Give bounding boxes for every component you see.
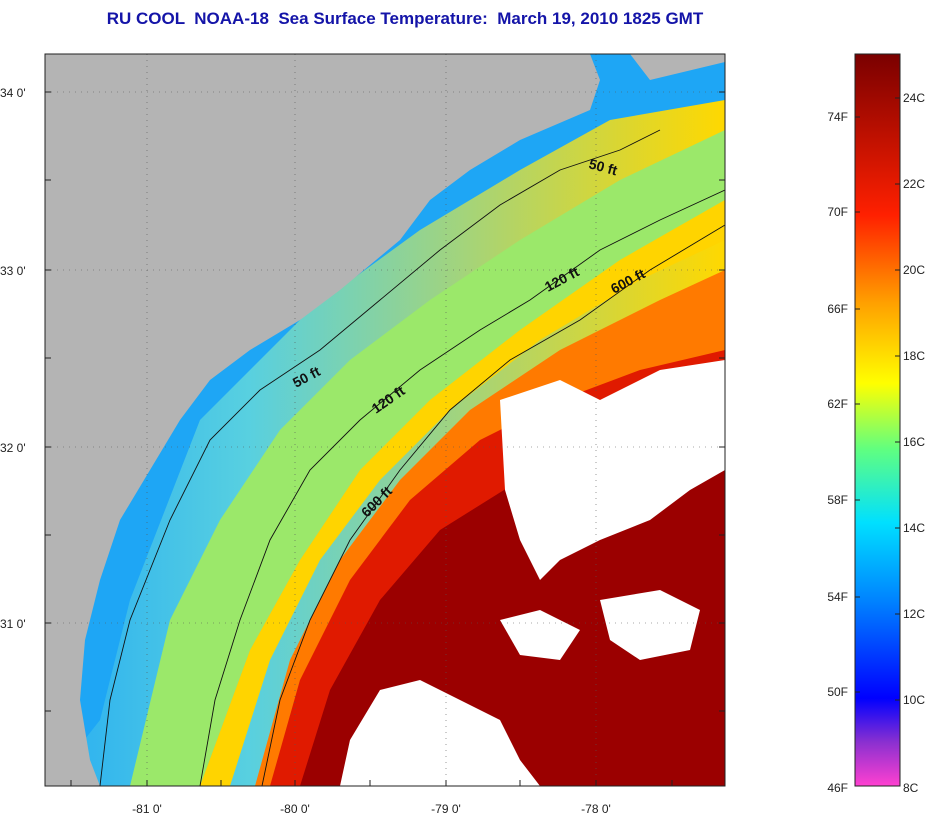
contour-label-50ft-north: 50 ft <box>587 155 619 178</box>
transition-water <box>130 130 725 786</box>
cb-c-20: 20C <box>903 263 925 277</box>
cb-c-18: 18C <box>903 349 925 363</box>
lat-label-32: 32 0' <box>0 441 26 455</box>
cb-c-14: 14C <box>903 521 925 535</box>
cb-c-12: 12C <box>903 607 925 621</box>
cb-f-74: 74F <box>827 110 848 124</box>
cloud-south <box>340 680 540 786</box>
map-image: 50 ft 120 ft 600 ft 50 ft 120 ft 600 ft <box>45 54 725 786</box>
cloud-patch <box>500 610 580 660</box>
map-frame <box>44 53 726 787</box>
lat-label-34: 34 0' <box>0 86 26 100</box>
cloud-patch-2 <box>600 590 700 660</box>
colorbar-scale <box>854 53 901 787</box>
cb-f-58: 58F <box>827 493 848 507</box>
lon-label-81: -81 0' <box>132 802 162 816</box>
cb-c-8: 8C <box>903 781 919 795</box>
isobaths <box>99 129 725 786</box>
cb-c-10: 10C <box>903 693 925 707</box>
lon-label-80: -80 0' <box>280 802 310 816</box>
cb-c-24: 24C <box>903 91 925 105</box>
lat-label-33: 33 0' <box>0 264 26 278</box>
land-north <box>630 54 725 80</box>
cb-f-70: 70F <box>827 205 848 219</box>
land <box>45 54 600 786</box>
contour-120ft <box>199 189 725 786</box>
cb-f-54: 54F <box>827 590 848 604</box>
colorbar: 74F 70F 66F 62F 58F 54F 50F 46F 24C 22C … <box>827 53 925 795</box>
lat-label-31: 31 0' <box>0 617 26 631</box>
contour-600ft <box>261 224 725 786</box>
contour-50ft <box>99 129 661 786</box>
lon-label-78: -78 0' <box>581 802 611 816</box>
lon-label-79: -79 0' <box>431 802 461 816</box>
tick-marks <box>45 91 725 786</box>
cb-f-62: 62F <box>827 397 848 411</box>
mid-water <box>200 200 725 786</box>
map-title: RU COOL NOAA-18 Sea Surface Temperature:… <box>106 9 704 28</box>
cb-f-66: 66F <box>827 302 848 316</box>
cb-f-50: 50F <box>827 685 848 699</box>
cb-c-22: 22C <box>903 177 925 191</box>
cb-c-16: 16C <box>903 435 925 449</box>
graticule <box>45 54 725 786</box>
cloud-east <box>500 360 725 580</box>
cb-f-46: 46F <box>827 781 848 795</box>
